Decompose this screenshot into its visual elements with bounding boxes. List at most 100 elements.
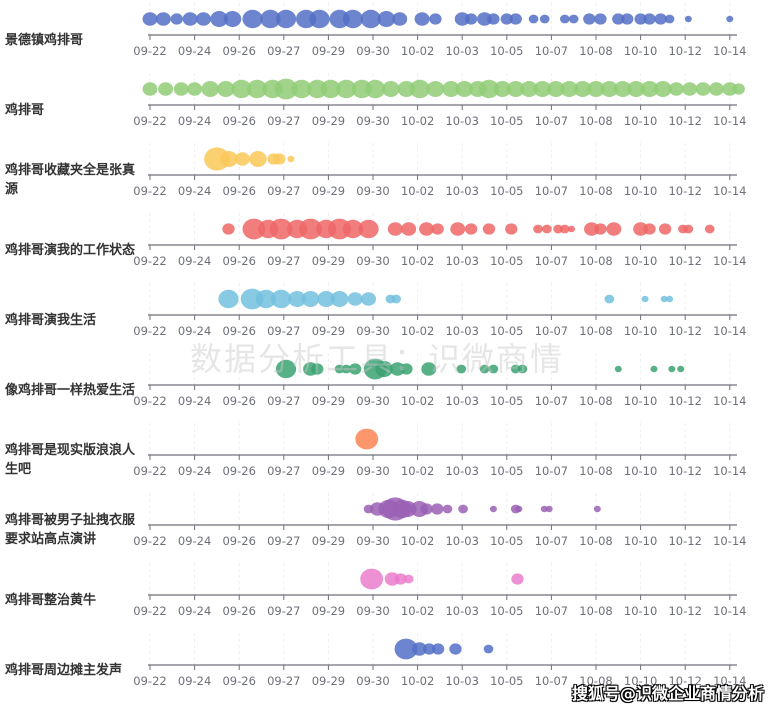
bubble-point	[196, 12, 212, 26]
bubble-point	[231, 79, 252, 99]
bubble-point	[403, 574, 414, 584]
bubble-point	[533, 81, 552, 97]
bubble-point	[583, 13, 596, 25]
x-tick-label: 10-10	[624, 254, 657, 268]
bubble-point	[431, 503, 444, 515]
x-tick-label: 10-03	[445, 604, 478, 618]
row-label: 鸡排哥演我生活	[5, 312, 97, 328]
row-label: 鸡排哥周边摊主发声	[5, 662, 123, 678]
bubble-point	[505, 223, 518, 235]
row-label: 鸡排哥收藏夹全是张真源	[5, 163, 136, 197]
bubble-point	[464, 223, 478, 235]
x-tick-label: 10-05	[490, 534, 523, 548]
x-tick-label: 09-27	[267, 324, 300, 338]
x-tick-label: 09-30	[356, 184, 389, 198]
x-tick-label: 10-07	[535, 674, 568, 688]
x-tick-label: 10-08	[579, 674, 612, 688]
x-tick-label: 10-10	[624, 674, 657, 688]
bubble-point	[510, 364, 521, 374]
x-tick-label: 09-26	[222, 394, 255, 408]
bubble-point	[606, 222, 622, 236]
bubble-point	[394, 638, 418, 660]
bubble-point	[666, 295, 674, 303]
bubble-point	[223, 11, 242, 27]
bubble-point	[291, 79, 312, 99]
bubble-point	[411, 642, 427, 656]
bubble-point	[613, 81, 632, 97]
bubble-point	[478, 79, 500, 99]
bubble-point	[732, 83, 745, 95]
bubble-point	[511, 573, 524, 585]
bubble-point	[273, 153, 286, 165]
x-tick-label: 09-26	[222, 674, 255, 688]
x-tick-label: 09-30	[356, 44, 389, 58]
row-label: 鸡排哥被男子扯拽衣服要求站高点演讲	[5, 513, 136, 547]
x-tick-label: 09-29	[312, 394, 345, 408]
bubble-point	[222, 223, 235, 235]
x-tick-label: 10-10	[624, 534, 657, 548]
x-tick-label: 10-12	[668, 604, 701, 618]
bubble-point	[506, 81, 525, 97]
row-label: 鸡排哥演我的工作状态	[5, 242, 136, 258]
bubble-point	[654, 81, 672, 97]
x-tick-label: 10-14	[713, 254, 746, 268]
bubble-point	[488, 364, 499, 374]
bubble-point	[274, 78, 298, 100]
bubble-point	[394, 573, 407, 585]
x-tick-label: 09-27	[267, 184, 300, 198]
bubble-point	[464, 13, 478, 25]
bubble-point	[271, 289, 292, 309]
bubble-point	[483, 644, 494, 654]
bubble-point	[559, 14, 570, 24]
x-tick-label: 10-07	[535, 394, 568, 408]
bubble-point	[358, 219, 379, 239]
x-tick-label: 10-03	[445, 674, 478, 688]
x-tick-label: 10-14	[713, 114, 746, 128]
x-tick-label: 10-08	[579, 184, 612, 198]
bubble-point	[242, 218, 266, 240]
bubble-point	[421, 362, 437, 376]
x-tick-label: 10-02	[401, 114, 434, 128]
x-tick-label: 09-30	[356, 464, 389, 478]
x-tick-label: 10-02	[401, 44, 434, 58]
bubble-point	[500, 13, 513, 25]
bubble-point	[361, 292, 377, 306]
bubble-point	[654, 13, 667, 25]
bubble-point	[604, 294, 615, 304]
bubble-point	[309, 9, 330, 29]
bubble-point	[517, 364, 528, 374]
x-tick-label: 10-02	[401, 674, 434, 688]
watermark: 数据分析工具：识微商情	[190, 340, 565, 378]
bubble-point	[342, 219, 364, 239]
x-tick-label: 09-22	[133, 44, 166, 58]
bubble-point	[365, 79, 386, 99]
x-tick-label: 09-29	[312, 324, 345, 338]
bubble-point	[533, 224, 543, 234]
bubble-point	[142, 82, 158, 96]
bubble-point	[614, 365, 622, 373]
x-tick-label: 10-12	[668, 464, 701, 478]
x-tick-label: 10-05	[490, 464, 523, 478]
x-tick-label: 09-26	[222, 254, 255, 268]
bubble-point	[420, 503, 433, 515]
x-tick-label: 10-05	[490, 394, 523, 408]
bubble-point	[182, 12, 198, 26]
bubble-point	[553, 224, 563, 234]
row-label: 鸡排哥整治黄牛	[5, 592, 97, 608]
x-tick-label: 10-08	[579, 464, 612, 478]
x-tick-label: 10-14	[713, 184, 746, 198]
x-tick-label: 10-07	[535, 114, 568, 128]
bubble-point	[449, 643, 462, 655]
x-tick-label: 10-14	[713, 464, 746, 478]
x-tick-label: 09-30	[356, 394, 389, 408]
bubble-point	[487, 13, 500, 25]
x-tick-label: 09-24	[178, 464, 211, 478]
x-tick-label: 10-07	[535, 604, 568, 618]
x-tick-label: 09-26	[222, 44, 255, 58]
bubble-point	[155, 12, 171, 26]
x-tick-label: 09-30	[356, 604, 389, 618]
x-tick-label: 09-26	[222, 114, 255, 128]
x-tick-label: 10-08	[579, 114, 612, 128]
bubble-point	[540, 505, 548, 513]
